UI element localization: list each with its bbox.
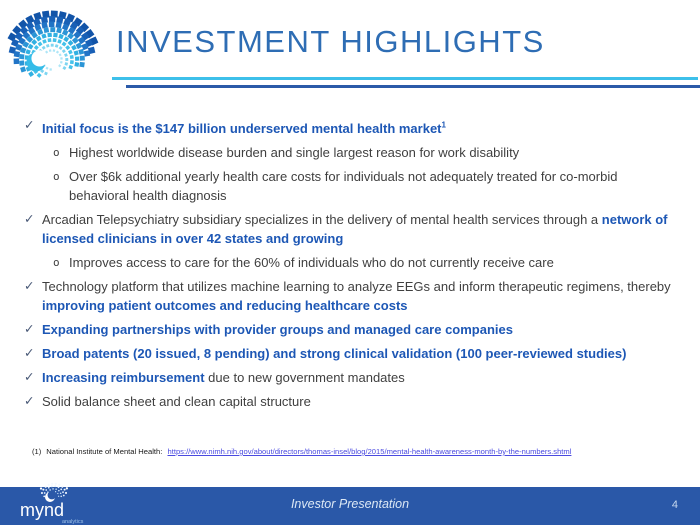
bullet-item: ✓ Initial focus is the $147 billion under…: [24, 116, 676, 138]
bullet-text: Increasing reimbursement due to new gove…: [42, 370, 405, 386]
bullet-item: ✓ Solid balance sheet and clean capital s…: [24, 392, 676, 411]
page-title: INVESTMENT HIGHLIGHTS: [116, 24, 545, 59]
check-bullet-icon: ✓: [24, 370, 35, 385]
bullet-text: Solid balance sheet and clean capital st…: [42, 394, 311, 410]
divider-line-blue: [126, 85, 700, 88]
circle-bullet-icon: o: [53, 255, 60, 269]
bullet-text: Initial focus is the $147 billion unders…: [42, 121, 446, 137]
footnote-source-label: National Institute of Mental Health:: [46, 447, 163, 456]
check-bullet-icon: ✓: [24, 279, 35, 294]
bullet-item: ✓ Broad patents (20 issued, 8 pending) an…: [24, 344, 676, 363]
bullet-text: Highest worldwide disease burden and sin…: [69, 145, 520, 161]
bullet-item: o Improves access to care for the 60% of …: [26, 253, 676, 272]
divider-line-cyan: [112, 77, 698, 80]
footnote-link[interactable]: https://www.nimh.nih.gov/about/directors…: [167, 447, 572, 456]
check-bullet-icon: ✓: [24, 118, 35, 132]
mynd-logo-subtext: analytics: [62, 519, 84, 525]
circle-bullet-icon: o: [53, 145, 60, 159]
bullet-text: Arcadian Telepsychiatry subsidiary speci…: [42, 212, 668, 247]
mynd-logo-text: mynd: [20, 500, 64, 520]
check-bullet-icon: ✓: [24, 394, 35, 409]
footer-presentation-label: Investor Presentation: [290, 497, 410, 511]
bullet-text: Technology platform that utilizes machin…: [42, 279, 671, 314]
check-bullet-icon: ✓: [24, 322, 35, 337]
bullet-text: Broad patents (20 issued, 8 pending) and…: [42, 346, 627, 362]
bullet-item: ✓ Expanding partnerships with provider gr…: [24, 320, 676, 339]
bullet-item: o Highest worldwide disease burden and si…: [26, 143, 676, 162]
footer-bar: [0, 487, 700, 525]
footnote: (1) National Institute of Mental Health: …: [32, 447, 571, 456]
bullet-item: ✓ Technology platform that utilizes machi…: [24, 277, 676, 315]
bullet-list: ✓ Initial focus is the $147 billion under…: [24, 116, 676, 416]
bullet-item: ✓ Increasing reimbursement due to new gov…: [24, 368, 676, 387]
check-bullet-icon: ✓: [24, 212, 35, 227]
circle-bullet-icon: o: [53, 169, 60, 183]
bullet-text: Expanding partnerships with provider gro…: [42, 322, 513, 338]
check-bullet-icon: ✓: [24, 346, 35, 361]
bullet-item: ✓ Arcadian Telepsychiatry subsidiary spec…: [24, 210, 676, 248]
bullet-text: Over $6k additional yearly health care c…: [69, 169, 618, 204]
bullet-item: o Over $6k additional yearly health care …: [26, 167, 676, 205]
page-number: 4: [671, 499, 678, 511]
bullet-text: Improves access to care for the 60% of i…: [69, 255, 554, 271]
mynd-spiral-logo-icon: [7, 10, 99, 78]
mynd-footer-logo: mynd analytics: [20, 479, 84, 525]
footnote-number: (1): [32, 447, 42, 456]
